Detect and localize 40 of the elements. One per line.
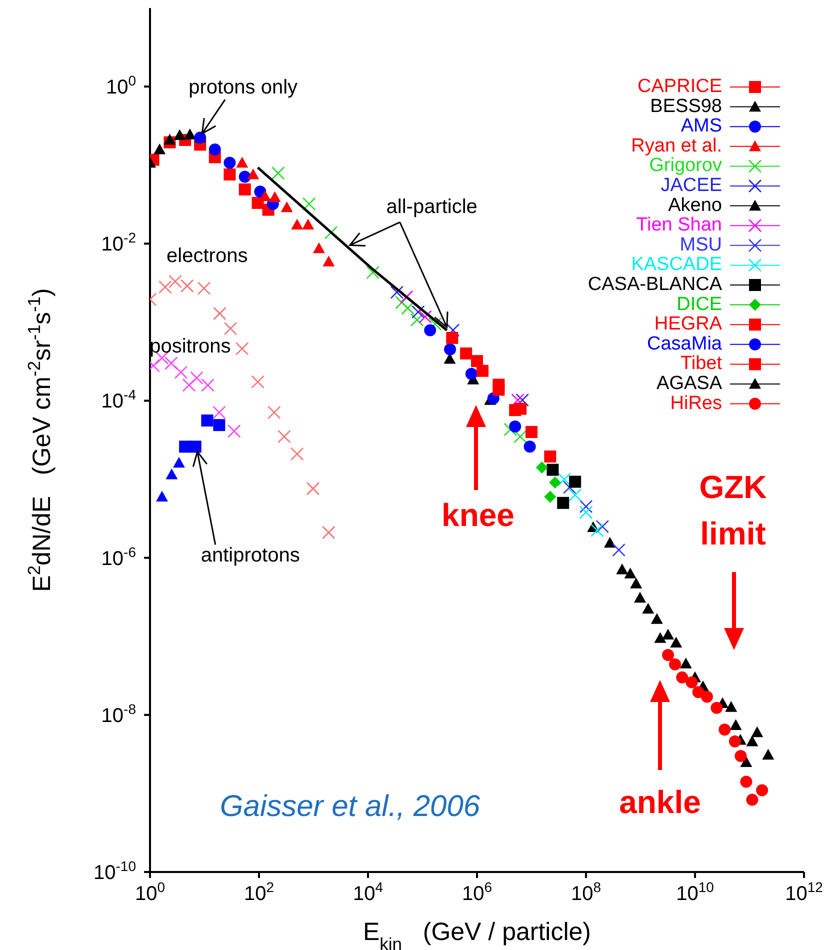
legend-label: CASA-BLANCA — [588, 274, 722, 296]
legend-label: MSU — [680, 234, 722, 256]
x-tick-label: 10$^{2}$ — [244, 879, 274, 905]
legend-label: AGASA — [656, 373, 722, 394]
annotation: knee — [442, 497, 514, 534]
legend-label: CAPRICE — [638, 76, 722, 98]
legend-label: JACEE — [660, 175, 722, 196]
legend-label: CasaMia — [647, 333, 722, 354]
legend-label: HiRes — [670, 392, 722, 414]
legend-label: AMS — [680, 116, 722, 137]
annotation: all-particle — [386, 196, 478, 219]
y-tick-label: 10$^{0}$ — [106, 72, 136, 99]
annotation: electrons — [166, 245, 248, 268]
legend-label: Akeno — [668, 194, 722, 216]
annotation: ankle — [619, 784, 701, 820]
x-tick-label: 10$^{0}$ — [134, 879, 166, 905]
y-tick-label: 10$^{-6}$ — [101, 544, 136, 570]
x-axis-title: E$_{kin}$ (GeV / particle) — [362, 918, 592, 950]
legend-label: Tibet — [680, 353, 723, 374]
y-tick-label: 10$^{-8}$ — [101, 700, 136, 727]
x-tick-label: 10$^{10}$ — [676, 879, 714, 905]
annotation: protons only — [188, 76, 298, 99]
legend-label: Tien Shan — [636, 214, 722, 236]
legend-label: HEGRA — [654, 314, 722, 335]
x-tick-label: 10$^{6}$ — [462, 879, 492, 905]
legend-label: KASCADE — [631, 254, 722, 276]
y-tick-label: 10$^{-2}$ — [101, 230, 136, 256]
y-tick-label: 10$^{-10}$ — [94, 858, 136, 884]
x-tick-label: 10$^{12}$ — [785, 879, 824, 905]
annotation: antiprotons — [200, 544, 300, 567]
legend-label: DICE — [676, 294, 722, 315]
annotation: Gaisser et al., 2006 — [220, 790, 480, 823]
y-tick-label: 10$^{-4}$ — [101, 386, 136, 413]
legend-label: Grigorov — [649, 155, 722, 176]
x-tick-label: 10$^{4}$ — [352, 879, 384, 905]
legend-label: BESS98 — [650, 96, 722, 117]
legend-label: Ryan et al. — [631, 135, 722, 156]
annotation: GZK limit — [699, 469, 767, 552]
x-tick-label: 10$^{8}$ — [570, 879, 602, 905]
annotation: positrons — [150, 336, 231, 358]
